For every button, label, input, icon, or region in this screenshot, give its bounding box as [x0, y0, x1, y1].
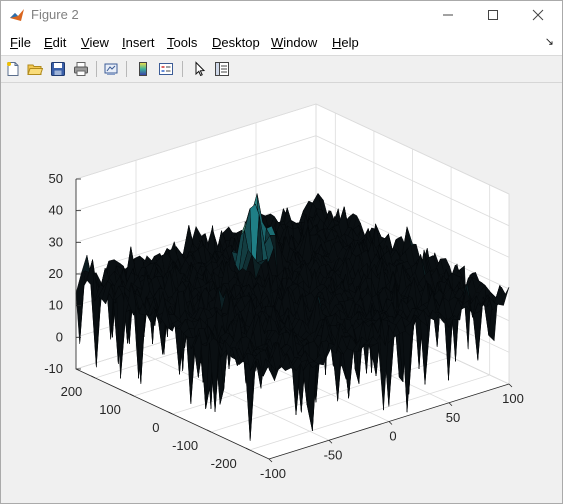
link-plot-icon [104, 63, 118, 75]
new-figure-button[interactable] [3, 59, 23, 79]
x-tick [508, 383, 513, 388]
x-tick [268, 458, 273, 463]
print-figure-icon [74, 62, 88, 76]
property-inspector-button[interactable] [212, 59, 232, 79]
z-tick-label: 50 [49, 171, 63, 186]
x-tick-label: 100 [502, 391, 524, 406]
minimize-icon [443, 14, 453, 16]
menu-bar: File Edit View Insert Tools Desktop Wind… [1, 29, 562, 56]
toolbar-separator [96, 61, 97, 77]
title-bar[interactable]: Figure 2 [1, 1, 562, 29]
open-file-button[interactable] [25, 59, 45, 79]
z-tick-label: 10 [49, 298, 63, 313]
z-tick-label: -10 [44, 361, 63, 376]
x-tick [328, 439, 333, 444]
save-figure-icon [51, 62, 65, 76]
y-tick [168, 411, 173, 415]
y-tick-label: 100 [99, 402, 121, 417]
z-tick-label: 40 [49, 203, 63, 218]
toolbar-separator [182, 61, 183, 77]
grid-line [75, 103, 510, 195]
matlab-icon [10, 9, 24, 21]
menu-desktop[interactable]: Desktop [212, 35, 260, 50]
y-tick-label: 0 [152, 420, 159, 435]
grid-line [75, 166, 510, 258]
x-tick [388, 421, 393, 425]
edit-plot-button[interactable] [189, 59, 209, 79]
insert-colorbar-button[interactable] [133, 59, 153, 79]
print-figure-button[interactable] [71, 59, 91, 79]
window-title: Figure 2 [31, 7, 79, 22]
menu-file[interactable]: File [10, 35, 31, 50]
menu-tools[interactable]: Tools [167, 35, 198, 50]
y-tick [129, 393, 135, 397]
edit-plot-icon [195, 61, 206, 77]
x-tick-label: 50 [446, 410, 460, 425]
insert-legend-button[interactable] [156, 59, 176, 79]
menu-edit[interactable]: Edit [44, 35, 67, 50]
y-tick [245, 447, 250, 451]
maximize-icon [488, 10, 498, 20]
x-tick-label: -100 [260, 466, 286, 481]
toolbar-separator [126, 61, 127, 77]
maximize-button[interactable] [470, 1, 516, 29]
close-button[interactable] [515, 1, 561, 29]
menu-insert[interactable]: Insert [122, 35, 155, 50]
z-tick-label: 0 [56, 329, 63, 344]
x-tick-label: 0 [389, 429, 396, 444]
y-tick-label: -100 [172, 438, 198, 453]
link-plot-button[interactable] [101, 59, 121, 79]
y-tick [206, 429, 212, 433]
save-figure-button[interactable] [48, 59, 68, 79]
z-tick-label: 30 [49, 234, 63, 249]
surface-patch [265, 358, 275, 381]
y-tick [91, 375, 96, 379]
property-inspector-icon [215, 62, 229, 76]
x-tick-label: -50 [324, 447, 343, 462]
minimize-button[interactable] [425, 1, 471, 29]
open-file-icon [27, 64, 43, 75]
y-tick-label: -200 [211, 456, 237, 471]
dock-arrow-icon[interactable]: ↘ [544, 36, 554, 48]
insert-colorbar-icon [139, 62, 147, 76]
axes-area[interactable]: -10 0 10 20 30 40 50 -200 -100 0 100 200 -100 -50 0 50 1… [1, 83, 562, 503]
menu-help[interactable]: Help [332, 35, 359, 50]
surface-plot[interactable]: -1001020304050-200-1000100200-100-500501… [1, 83, 562, 503]
figure-toolbar [1, 56, 562, 83]
menu-window[interactable]: Window [271, 35, 318, 50]
grid-line [75, 135, 510, 227]
z-tick-label: 20 [49, 266, 63, 281]
close-icon [532, 9, 544, 21]
x-tick [448, 402, 453, 407]
new-figure-icon [7, 62, 19, 76]
menu-view[interactable]: View [81, 35, 109, 50]
y-tick-label: 200 [61, 384, 83, 399]
insert-legend-icon [159, 63, 173, 75]
